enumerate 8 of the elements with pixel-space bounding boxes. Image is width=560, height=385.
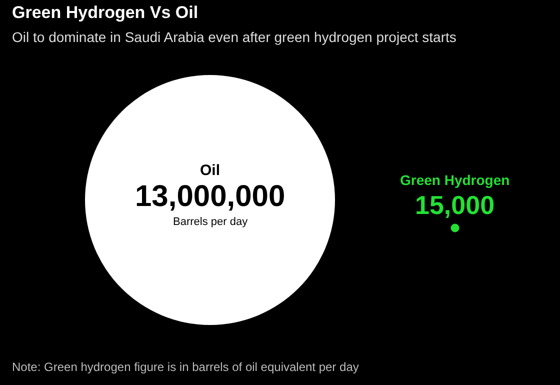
category-label: Green Hydrogen — [400, 172, 510, 188]
data-label: 13,000,000 — [135, 180, 286, 213]
data-label: 15,000 — [415, 190, 495, 220]
text: Note: Green hydrogen figure is in barrels of oil equivalent per day — [12, 360, 359, 374]
text: Barrels per day — [173, 216, 248, 228]
category-label: Oil — [200, 162, 220, 179]
text: Oil to dominate in Saudi Arabia even after green hydrogen project starts — [12, 29, 456, 45]
text: Green Hydrogen Vs Oil — [12, 3, 198, 22]
